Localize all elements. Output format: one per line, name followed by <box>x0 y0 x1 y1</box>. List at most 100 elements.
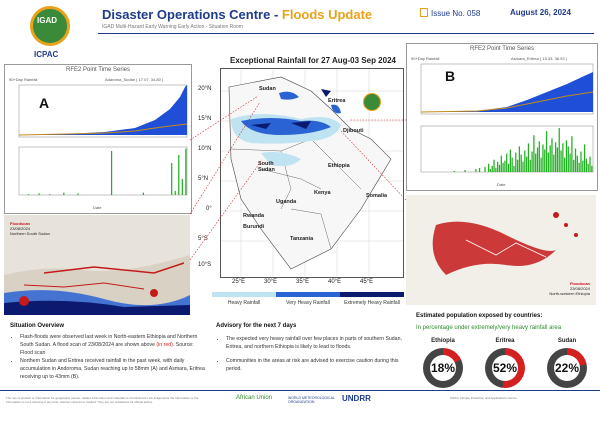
legend-label-extreme: Extremely Heavy Rainfall <box>344 300 400 306</box>
rainfall-bar <box>567 146 569 172</box>
chart-b-subtitle-left: 90+Day Rainfall <box>411 56 440 61</box>
rainfall-bar <box>529 159 531 172</box>
gauge-eritrea: Eritrea 52% <box>478 338 532 388</box>
label-rwanda: Rwanda <box>243 213 265 219</box>
map-title: Exceptional Rainfall for 27 Aug-03 Sep 2… <box>230 56 396 65</box>
gauge-country: Eritrea <box>495 338 515 344</box>
rainfall-bar <box>562 143 564 172</box>
rainfall-bar <box>520 154 522 172</box>
lat-tick: 20°N <box>198 86 212 92</box>
rainfall-bar <box>564 157 566 172</box>
advisory-bullet-1: The expected very heavy rainfall over fe… <box>226 335 402 351</box>
gauge-value: 18% <box>430 361 456 375</box>
rainfall-map <box>220 68 404 278</box>
rainfall-bar <box>558 128 560 172</box>
label-djibouti: Djibouti <box>343 128 364 134</box>
rainfall-bar <box>524 150 526 172</box>
chart-b-normal-line <box>420 91 594 113</box>
flood-scan-a-label: Floodscan 23/08/2024 Northern South Sudan <box>10 221 50 236</box>
label-ethiopia: Ethiopia <box>328 163 350 169</box>
rainfall-bar <box>542 144 544 172</box>
rainfall-bar <box>49 194 51 195</box>
rainfall-bar <box>547 152 550 172</box>
chart-a-subtitle-left: 90+Day Rainfall <box>9 77 38 82</box>
chart-b-plots <box>420 63 594 173</box>
lat-tick: 10°N <box>198 146 212 152</box>
gauge-ethiopia: Ethiopia 18% <box>416 338 470 388</box>
rainfall-bar <box>181 179 183 195</box>
flood-scan-a-image <box>4 255 190 315</box>
chart-a-title: RFE2 Point Time Series <box>65 67 131 73</box>
issue-date: August 26, 2024 <box>510 8 571 17</box>
chart-b-title: RFE2 Point Time Series <box>469 46 535 52</box>
rainfall-bar <box>544 149 546 172</box>
map-logo <box>363 93 381 111</box>
rainfall-bar <box>500 155 502 172</box>
rainfall-bar <box>495 167 497 172</box>
rainfall-bar <box>583 144 586 172</box>
rainfall-bar <box>110 151 113 195</box>
rainfall-bar <box>453 170 455 172</box>
rainfall-bar <box>549 145 551 172</box>
igad-logo <box>30 6 70 46</box>
rainfall-bar <box>174 191 176 195</box>
rainfall-bar <box>580 151 582 172</box>
lon-tick: 35°E <box>296 279 310 285</box>
legend-label-heavy: Heavy Rainfall <box>227 300 261 306</box>
logo-text: IGAD <box>37 16 57 25</box>
chart-a-xlabel: Date <box>93 205 102 210</box>
lat-tick: 15°N <box>198 116 212 122</box>
chart-a-cumulative-area <box>19 85 187 135</box>
rainfall-bar <box>545 131 548 172</box>
chart-a-subtitle-right: Adaroma_Sudan ( 17.07, 34.80 ) <box>105 77 164 82</box>
map-legend: Heavy Rainfall Very Heavy Rainfall Extre… <box>212 292 404 306</box>
rainfall-bar <box>565 140 568 172</box>
chart-a-plots <box>18 84 188 196</box>
rainfall-bar <box>63 192 65 195</box>
rainfall-bar <box>591 165 593 172</box>
rainfall-bar <box>540 157 542 172</box>
rainfall-bar <box>142 192 145 195</box>
rainfall-bar <box>531 151 533 172</box>
rainfall-bar <box>554 142 557 172</box>
rainfall-bar <box>497 161 499 172</box>
page-subtitle: IGAD Multi-Hazard Early Warning Early Ac… <box>102 24 243 30</box>
gauge-ring: 18% <box>423 348 463 388</box>
advisory-bullet-2: Communities in the areas at risk are adv… <box>226 357 402 373</box>
advisory: Advisory for the next 7 days The expecte… <box>216 323 402 373</box>
rainfall-bar <box>185 148 187 195</box>
rainfall-bar <box>573 159 575 172</box>
flood-scan-a: Floodscan 23/08/2024 Northern South Sudan <box>4 215 190 315</box>
rainfall-bar <box>516 159 519 172</box>
rainfall-bar <box>478 167 481 172</box>
rainfall-bar <box>504 160 506 172</box>
footer-right: ICPAC Climate Prediction and Application… <box>450 396 517 400</box>
chart-a: RFE2 Point Time Series 90+Day Rainfall A… <box>4 64 192 214</box>
rainfall-bar <box>578 162 580 172</box>
flood-scan-b-label: Floodscan 23/08/2024 North-western Ethiopi… <box>549 281 590 296</box>
legend-swatch-extreme <box>340 292 404 297</box>
rainfall-bar <box>518 146 521 172</box>
rainfall-bar <box>536 147 539 172</box>
header-divider <box>98 33 594 34</box>
rainfall-bar <box>533 135 535 172</box>
rainfall-bar <box>553 154 555 172</box>
chart-a-letter: A <box>39 95 50 111</box>
page-title: Disaster Operations Centre - Floods Upda… <box>102 7 373 22</box>
rainfall-bar <box>589 156 591 172</box>
rainfall-bar <box>464 169 466 172</box>
flood-scan-b-image <box>432 212 578 275</box>
label-sudan: Sudan <box>259 86 276 92</box>
advisory-heading: Advisory for the next 7 days <box>216 323 297 329</box>
rainfall-bar <box>574 148 577 172</box>
lat-tick: 5°S <box>198 236 208 242</box>
situation-bullet-1: Flash-floods were observed last week in … <box>20 333 206 357</box>
rainfall-bar <box>38 193 40 195</box>
rainfall-bar <box>585 158 588 172</box>
partner-wmo: WORLD METEOROLOGICAL ORGANIZATION <box>288 396 335 404</box>
chart-b-letter: B <box>445 68 456 84</box>
lon-tick: 45°E <box>360 279 374 285</box>
lon-tick: 30°E <box>264 279 278 285</box>
rainfall-bar <box>484 166 486 172</box>
